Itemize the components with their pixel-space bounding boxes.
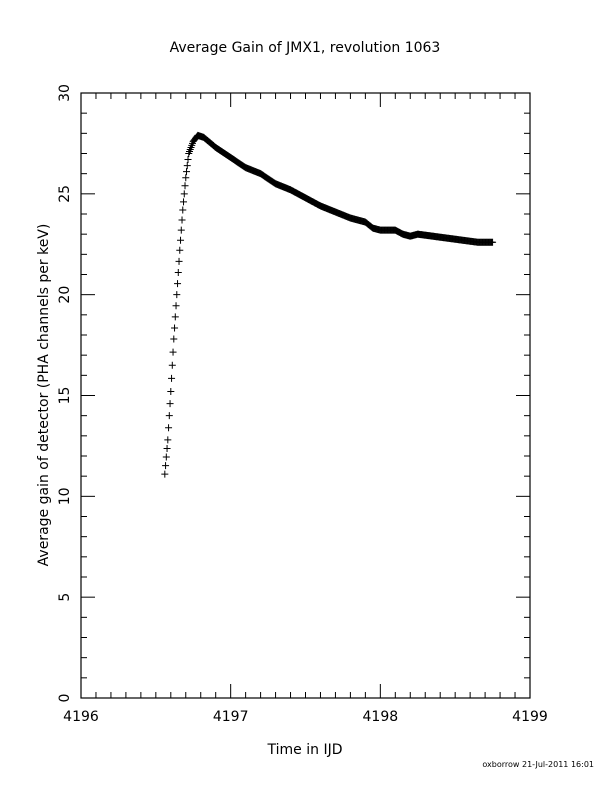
- data-point: [162, 453, 170, 461]
- data-point: [178, 216, 186, 224]
- data-point: [166, 400, 174, 408]
- y-tick-label: 15: [57, 387, 73, 405]
- y-axis: 0 5 10 15 20 25 30: [57, 84, 530, 702]
- data-point: [169, 348, 177, 356]
- data-point: [171, 324, 179, 332]
- data-point: [168, 361, 176, 369]
- data-point: [171, 313, 179, 321]
- data-point: [181, 182, 189, 190]
- plot-frame: [80, 92, 531, 699]
- data-series: [161, 131, 497, 478]
- x-tick-label: 4197: [213, 709, 249, 725]
- data-point: [177, 236, 185, 244]
- data-point: [172, 302, 180, 310]
- data-point: [162, 462, 170, 470]
- x-tick-label: 4198: [363, 709, 399, 725]
- y-tick-label: 30: [57, 84, 73, 102]
- data-point: [173, 291, 181, 299]
- data-point: [174, 280, 182, 288]
- data-point: [164, 436, 172, 444]
- data-point: [163, 444, 171, 452]
- footer-stamp: oxborrow 21-Jul-2011 16:01: [482, 760, 594, 769]
- data-point: [170, 335, 178, 343]
- data-point: [183, 162, 191, 170]
- data-point: [165, 412, 173, 420]
- y-tick-label: 0: [57, 694, 73, 703]
- y-tick-label: 20: [57, 286, 73, 304]
- data-point: [167, 387, 175, 395]
- data-point: [180, 198, 188, 206]
- y-tick-label: 10: [57, 487, 73, 505]
- data-point: [168, 374, 176, 382]
- data-point: [182, 174, 190, 182]
- data-point: [174, 268, 182, 276]
- y-tick-label: 5: [57, 593, 73, 602]
- y-axis-label: Average gain of detector (PHA channels p…: [36, 224, 52, 567]
- data-point: [161, 470, 169, 478]
- x-tick-label: 4196: [63, 709, 99, 725]
- x-tick-label: 4199: [512, 709, 548, 725]
- data-point: [183, 168, 191, 176]
- data-point: [175, 257, 183, 265]
- data-point: [184, 156, 192, 164]
- data-point: [165, 424, 173, 432]
- chart-title: Average Gain of JMX1, revolution 1063: [170, 40, 441, 56]
- data-point: [177, 226, 185, 234]
- x-axis-label: Time in IJD: [267, 742, 343, 758]
- data-point: [180, 190, 188, 198]
- data-point: [489, 238, 497, 246]
- data-point: [176, 246, 184, 254]
- y-tick-label: 25: [57, 185, 73, 203]
- data-point: [179, 206, 187, 214]
- x-axis: 4196 4197 4198 4199: [63, 93, 548, 725]
